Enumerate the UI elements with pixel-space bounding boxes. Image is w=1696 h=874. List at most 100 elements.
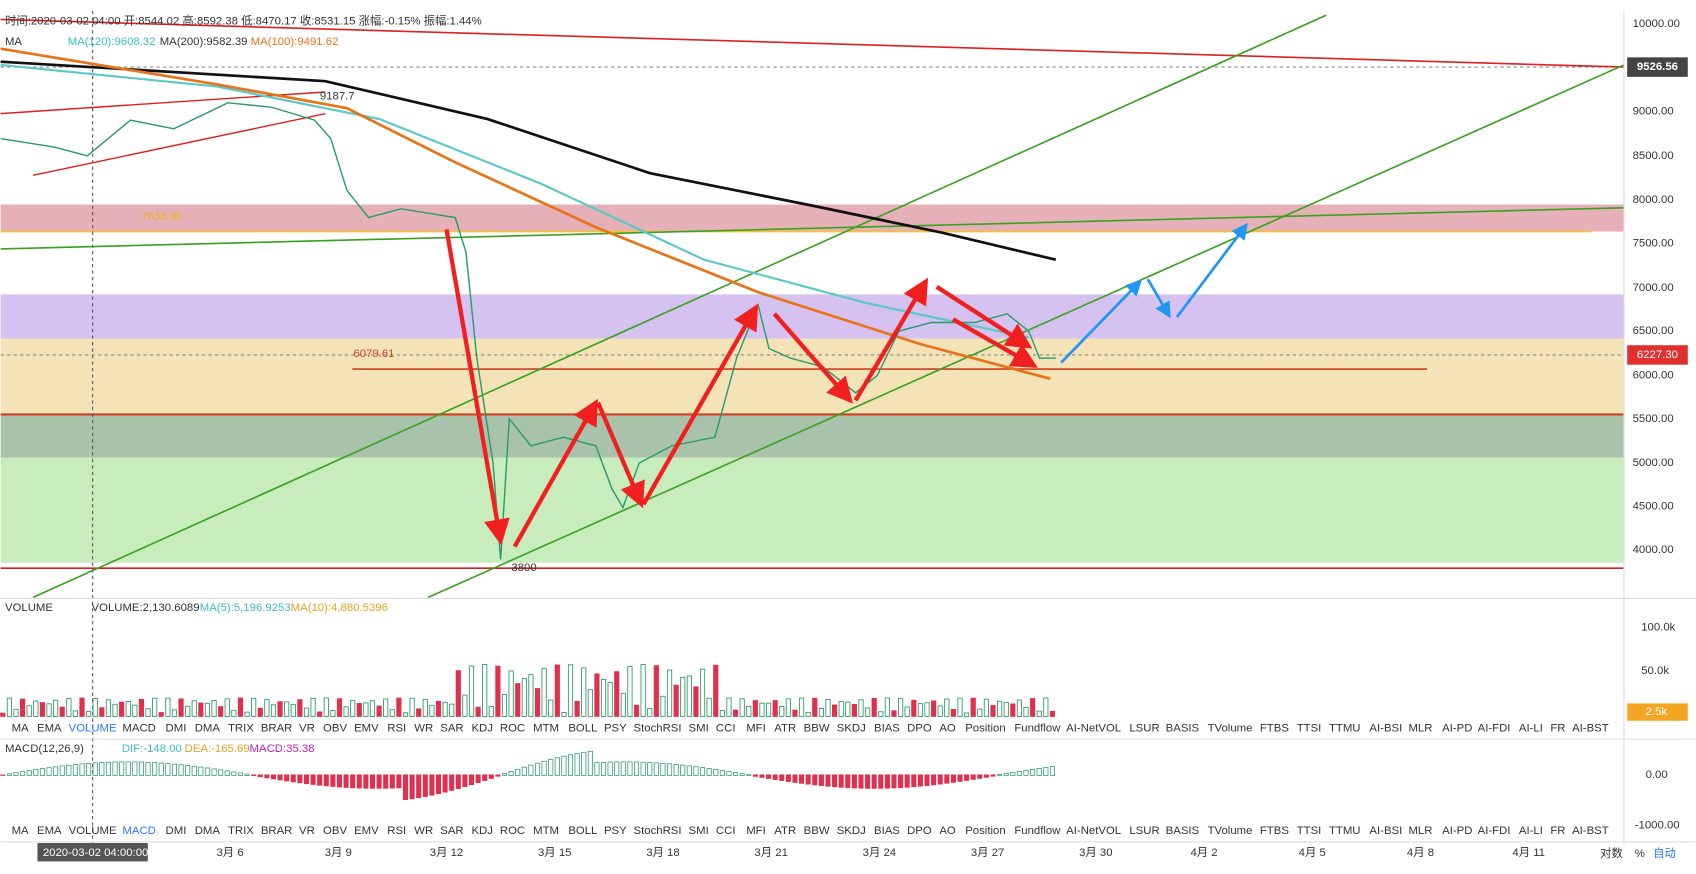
indicator-tab[interactable]: TRIX [228, 825, 254, 837]
indicator-tab[interactable]: DMA [195, 825, 221, 837]
indicator-tab[interactable]: BBW [804, 825, 830, 837]
indicator-tab[interactable]: BIAS [874, 825, 900, 837]
indicator-tab[interactable]: BRAR [261, 722, 293, 734]
indicator-tab[interactable]: LSUR [1129, 722, 1159, 734]
indicator-tab[interactable]: WR [414, 722, 433, 734]
indicator-tab[interactable]: TRIX [228, 722, 254, 734]
indicator-tab[interactable]: EMA [37, 825, 62, 837]
indicator-tab[interactable]: MFI [746, 722, 766, 734]
indicator-tab[interactable]: MTM [533, 722, 559, 734]
indicator-tab[interactable]: BRAR [261, 825, 293, 837]
indicator-tab[interactable]: BASIS [1166, 722, 1200, 734]
indicator-tab[interactable]: AI-BSI [1369, 825, 1402, 837]
indicator-tab[interactable]: SMI [689, 825, 709, 837]
indicator-tab[interactable]: BOLL [568, 722, 597, 734]
indicator-tab[interactable]: MLR [1408, 825, 1432, 837]
indicator-tab[interactable]: AI-FDI [1478, 722, 1511, 734]
control[interactable]: 对数 [1600, 846, 1623, 860]
indicator-tab[interactable]: BIAS [874, 722, 900, 734]
indicator-tab[interactable]: KDJ [471, 722, 492, 734]
indicator-tab[interactable]: Position [965, 825, 1005, 837]
indicator-tab[interactable]: MACD [122, 825, 155, 837]
macd-bar [290, 774, 296, 783]
indicator-tab[interactable]: MTM [533, 825, 559, 837]
indicator-tab[interactable]: OBV [323, 825, 347, 837]
indicator-tab[interactable]: SAR [440, 722, 463, 734]
indicator-tab[interactable]: FR [1550, 722, 1565, 734]
indicator-tab[interactable]: EMV [354, 722, 379, 734]
indicator-tab[interactable]: MA [12, 722, 29, 734]
indicator-tab[interactable]: AI-BSI [1369, 722, 1402, 734]
indicator-tab[interactable]: AO [939, 825, 956, 837]
indicator-tab[interactable]: AI-LI [1519, 825, 1543, 837]
indicator-tab[interactable]: EMV [354, 825, 379, 837]
indicator-tab[interactable]: BOLL [568, 825, 597, 837]
volume-bar [429, 704, 435, 717]
macd-bar [653, 762, 659, 776]
indicator-tab[interactable]: LSUR [1129, 825, 1159, 837]
indicator-tab[interactable]: AI-LI [1519, 722, 1543, 734]
volume-bar [211, 700, 217, 717]
indicator-tab[interactable]: AI-NetVOL [1066, 722, 1121, 734]
indicator-tab[interactable]: MLR [1408, 722, 1432, 734]
indicator-tab[interactable]: ROC [500, 825, 525, 837]
indicator-tab[interactable]: ATR [774, 825, 796, 837]
indicator-tab[interactable]: SKDJ [837, 825, 866, 837]
indicator-tab[interactable]: StochRSI [634, 825, 682, 837]
indicator-tab[interactable]: FTBS [1260, 722, 1289, 734]
indicator-tab[interactable]: MFI [746, 825, 766, 837]
indicator-tab[interactable]: FTBS [1260, 825, 1289, 837]
indicator-tab[interactable]: AI-BST [1572, 722, 1609, 734]
volume-bar [818, 708, 824, 717]
indicator-tab[interactable]: TTSI [1297, 722, 1322, 734]
indicator-tab[interactable]: ATR [774, 722, 796, 734]
indicator-tab[interactable]: AI-FDI [1478, 825, 1511, 837]
indicator-tab[interactable]: DPO [907, 722, 932, 734]
indicator-tab[interactable]: CCI [716, 722, 736, 734]
indicator-tab[interactable]: RSI [387, 825, 406, 837]
indicator-tab[interactable]: WR [414, 825, 433, 837]
indicator-tab[interactable]: SAR [440, 825, 463, 837]
indicator-tab[interactable]: TTMU [1329, 722, 1361, 734]
indicator-tab[interactable]: Fundflow [1014, 722, 1061, 734]
indicator-tab[interactable]: MACD [122, 722, 155, 734]
indicator-tab[interactable]: VOLUME [69, 722, 117, 734]
indicator-tab[interactable]: AI-NetVOL [1066, 825, 1121, 837]
indicator-tab[interactable]: DMI [166, 722, 187, 734]
indicator-tab[interactable]: RSI [387, 722, 406, 734]
indicator-tab[interactable]: TVolume [1208, 825, 1253, 837]
indicator-tab[interactable]: SKDJ [837, 722, 866, 734]
indicator-tab[interactable]: DMI [166, 825, 187, 837]
macd-bar [310, 774, 316, 785]
indicator-tab[interactable]: BASIS [1166, 825, 1200, 837]
indicator-tab[interactable]: AO [939, 722, 956, 734]
indicator-tab[interactable]: SMI [689, 722, 709, 734]
indicator-tab[interactable]: CCI [716, 825, 736, 837]
indicator-tab[interactable]: PSY [604, 825, 627, 837]
indicator-tab[interactable]: DPO [907, 825, 932, 837]
indicator-tab[interactable]: Fundflow [1014, 825, 1061, 837]
macd-bar [970, 774, 976, 780]
indicator-tab[interactable]: MA [12, 825, 29, 837]
indicator-tab[interactable]: ROC [500, 722, 525, 734]
indicator-tab[interactable]: TTSI [1297, 825, 1322, 837]
indicator-tab[interactable]: EMA [37, 722, 62, 734]
indicator-tab[interactable]: FR [1550, 825, 1565, 837]
indicator-tab[interactable]: VR [299, 722, 315, 734]
indicator-tab[interactable]: VR [299, 825, 315, 837]
indicator-tab[interactable]: TVolume [1208, 722, 1253, 734]
indicator-tab[interactable]: AI-PD [1442, 825, 1472, 837]
indicator-tab[interactable]: StochRSI [634, 722, 682, 734]
indicator-tab[interactable]: OBV [323, 722, 347, 734]
indicator-tab[interactable]: TTMU [1329, 825, 1361, 837]
indicator-tab[interactable]: DMA [195, 722, 221, 734]
indicator-tab[interactable]: BBW [804, 722, 830, 734]
indicator-tab[interactable]: AI-PD [1442, 722, 1472, 734]
indicator-tab[interactable]: KDJ [471, 825, 492, 837]
indicator-tab[interactable]: Position [965, 722, 1005, 734]
indicator-tab[interactable]: PSY [604, 722, 627, 734]
control[interactable]: % [1635, 848, 1645, 860]
indicator-tab[interactable]: VOLUME [69, 825, 117, 837]
indicator-tab[interactable]: AI-BST [1572, 825, 1609, 837]
control[interactable]: 自动 [1653, 847, 1676, 860]
